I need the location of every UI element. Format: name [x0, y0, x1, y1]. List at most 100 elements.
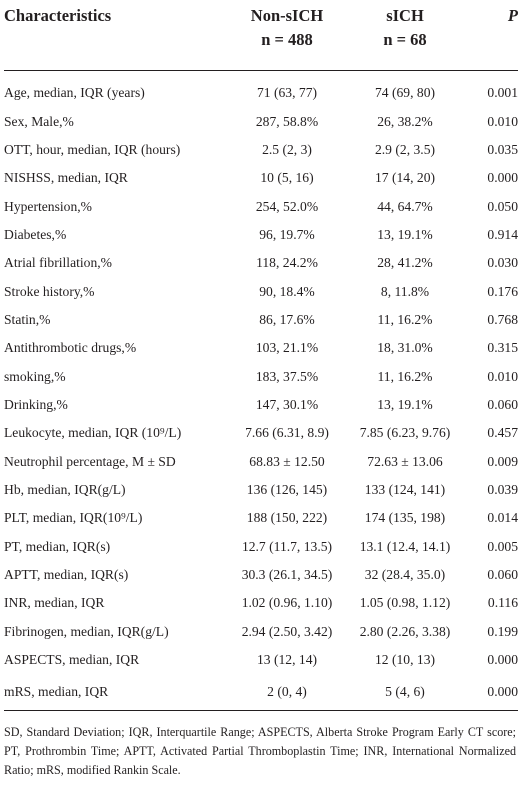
table-row: mRS, median, IQR 2 (0, 4) 5 (4, 6) 0.000 — [4, 674, 518, 712]
characteristics-table: Characteristics Non-sICH sICH P n = 488 … — [4, 0, 518, 712]
p-value: 0.030 — [487, 255, 518, 271]
non-sich-value: 10 (5, 16) — [260, 170, 314, 186]
non-sich-value: 118, 24.2% — [256, 255, 318, 271]
sich-value: 13, 19.1% — [377, 396, 433, 412]
p-value: 0.001 — [487, 85, 518, 101]
non-sich-value: 103, 21.1% — [255, 340, 319, 356]
row-label: Fibrinogen, median, IQR(g/L) — [4, 623, 169, 639]
non-sich-value: 2.94 (2.50, 3.42) — [241, 623, 333, 639]
sich-value: 7.85 (6.23, 9.76) — [359, 425, 451, 441]
table-row: PLT, median, IQR(10⁹/L) 188 (150, 222) 174… — [4, 504, 518, 532]
non-sich-value: 136 (126, 145) — [246, 481, 328, 497]
row-label: Atrial fibrillation,% — [4, 255, 112, 271]
row-label: smoking,% — [4, 368, 66, 384]
p-value: 0.060 — [487, 396, 518, 412]
header-non-sich: Non-sICH — [250, 6, 324, 25]
p-value: 0.060 — [487, 567, 518, 583]
table-row: smoking,% 183, 37.5% 11, 16.2% 0.010 — [4, 362, 518, 390]
header-non-sich-n: n = 488 — [261, 30, 313, 49]
table-row: Hypertension,% 254, 52.0% 44, 64.7% 0.050 — [4, 192, 518, 220]
header-sich-n: n = 68 — [383, 30, 427, 49]
non-sich-value: 71 (63, 77) — [256, 85, 318, 101]
sich-value: 13.1 (12.4, 14.1) — [359, 538, 451, 554]
table-body: Age, median, IQR (years) 71 (63, 77) 74 (6… — [4, 71, 518, 712]
table-row: Stroke history,% 90, 18.4% 8, 11.8% 0.176 — [4, 277, 518, 305]
p-value: 0.914 — [487, 226, 518, 242]
row-label: mRS, median, IQR — [4, 674, 228, 712]
p-value: 0.014 — [487, 510, 518, 526]
p-value: 0.039 — [487, 481, 518, 497]
table-row: INR, median, IQR 1.02 (0.96, 1.10) 1.05 (0… — [4, 589, 518, 617]
row-label: Statin,% — [4, 311, 51, 327]
sich-value: 5 (4, 6) — [346, 674, 464, 712]
sich-value: 28, 41.2% — [377, 255, 433, 271]
table-row: Leukocyte, median, IQR (10⁹/L) 7.66 (6.31… — [4, 419, 518, 447]
row-label: INR, median, IQR — [4, 595, 105, 611]
table-row: Sex, Male,% 287, 58.8% 26, 38.2% 0.010 — [4, 107, 518, 135]
sich-value: 17 (14, 20) — [374, 170, 436, 186]
table-row: Statin,% 86, 17.6% 11, 16.2% 0.768 — [4, 306, 518, 334]
sich-value: 8, 11.8% — [380, 283, 430, 299]
sich-value: 11, 16.2% — [377, 311, 433, 327]
table-row: PT, median, IQR(s) 12.7 (11.7, 13.5) 13.1 … — [4, 533, 518, 561]
header-row-2: n = 488 n = 68 — [4, 30, 518, 60]
row-label: Stroke history,% — [4, 283, 95, 299]
row-label: Hypertension,% — [4, 198, 92, 214]
row-label: Sex, Male,% — [4, 113, 74, 129]
sich-value: 1.05 (0.98, 1.12) — [359, 595, 451, 611]
p-value: 0.000 — [487, 170, 518, 186]
row-label: PLT, median, IQR(10⁹/L) — [4, 510, 143, 526]
non-sich-value: 287, 58.8% — [255, 113, 319, 129]
sich-value: 44, 64.7% — [377, 198, 433, 214]
non-sich-value: 2.5 (2, 3) — [262, 141, 312, 157]
p-value: 0.000 — [487, 652, 518, 668]
table-row: NISHSS, median, IQR 10 (5, 16) 17 (14, 20)… — [4, 164, 518, 192]
table-row: Atrial fibrillation,% 118, 24.2% 28, 41.2%… — [4, 249, 518, 277]
p-value: 0.176 — [487, 283, 518, 299]
header-p-value: P — [507, 6, 518, 25]
table-footnote: SD, Standard Deviation; IQR, Interquarti… — [4, 725, 516, 778]
row-label: Age, median, IQR (years) — [4, 85, 145, 101]
non-sich-value: 2 (0, 4) — [228, 674, 346, 712]
sich-value: 13, 19.1% — [377, 226, 433, 242]
sich-value: 74 (69, 80) — [374, 85, 436, 101]
sich-value: 133 (124, 141) — [364, 481, 446, 497]
row-label: Drinking,% — [4, 396, 68, 412]
p-value: 0.050 — [487, 198, 518, 214]
p-value: 0.010 — [487, 113, 518, 129]
row-label: Neutrophil percentage, M ± SD — [4, 453, 176, 469]
table-row: Antithrombotic drugs,% 103, 21.1% 18, 31.0… — [4, 334, 518, 362]
row-label: Leukocyte, median, IQR (10⁹/L) — [4, 425, 182, 441]
row-label: OTT, hour, median, IQR (hours) — [4, 141, 181, 157]
sich-value: 72.63 ± 13.06 — [367, 453, 443, 469]
sich-value: 32 (28.4, 35.0) — [364, 567, 446, 583]
non-sich-value: 86, 17.6% — [259, 311, 315, 327]
p-value: 0.035 — [487, 141, 518, 157]
non-sich-value: 90, 18.4% — [259, 283, 315, 299]
non-sich-value: 147, 30.1% — [255, 396, 319, 412]
row-label: Hb, median, IQR(g/L) — [4, 481, 126, 497]
p-value: 0.457 — [487, 425, 518, 441]
row-label: PT, median, IQR(s) — [4, 538, 111, 554]
sich-value: 11, 16.2% — [377, 368, 433, 384]
sich-value: 26, 38.2% — [377, 113, 433, 129]
table-row: Age, median, IQR (years) 71 (63, 77) 74 (6… — [4, 71, 518, 108]
p-value: 0.768 — [487, 311, 518, 327]
p-value: 0.010 — [487, 368, 518, 384]
sich-value: 174 (135, 198) — [364, 510, 446, 526]
sich-value: 18, 31.0% — [377, 340, 433, 356]
sich-value: 2.80 (2.26, 3.38) — [359, 623, 451, 639]
non-sich-value: 96, 19.7% — [259, 226, 315, 242]
table-row: Drinking,% 147, 30.1% 13, 19.1% 0.060 — [4, 391, 518, 419]
header-characteristics: Characteristics — [4, 6, 112, 25]
table-row: ASPECTS, median, IQR 13 (12, 14) 12 (10, 1… — [4, 646, 518, 674]
non-sich-value: 30.3 (26.1, 34.5) — [241, 567, 333, 583]
p-value: 0.005 — [487, 538, 518, 554]
table-row: Neutrophil percentage, M ± SD 68.83 ± 12.… — [4, 447, 518, 475]
p-value: 0.000 — [464, 674, 518, 712]
header-sich: sICH — [386, 6, 424, 25]
non-sich-value: 254, 52.0% — [255, 198, 319, 214]
header-divider — [4, 60, 518, 71]
table-row: Hb, median, IQR(g/L) 136 (126, 145) 133 (1… — [4, 476, 518, 504]
